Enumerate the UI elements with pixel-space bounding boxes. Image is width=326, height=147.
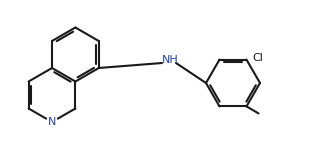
Text: Cl: Cl [252, 53, 263, 63]
Text: NH: NH [162, 55, 178, 65]
Text: N: N [48, 117, 56, 127]
